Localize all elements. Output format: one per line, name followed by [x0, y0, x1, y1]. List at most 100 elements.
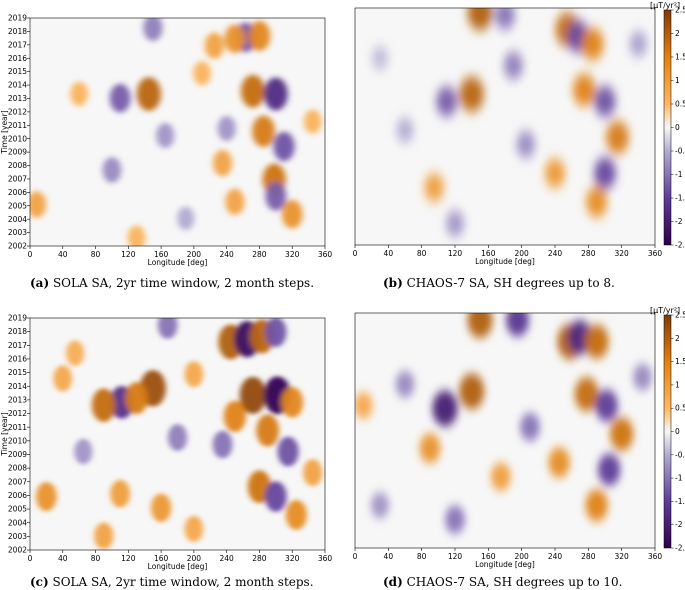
heatmap-blob	[609, 417, 634, 451]
colorbar-tick-label: 1.5	[675, 357, 685, 366]
colorbar-tick-label: 1.5	[675, 53, 685, 62]
heatmap-blob	[151, 493, 172, 523]
y-tick-label: 2004	[8, 518, 27, 527]
colorbar-tick-label: -2.5	[675, 544, 685, 553]
y-tick-label: 2014	[8, 81, 27, 90]
heatmap-blob	[94, 522, 114, 550]
y-tick-label: 2012	[8, 409, 27, 418]
caption-c: (c) SOLA SA, 2yr time window, 2 month st…	[30, 575, 314, 589]
x-tick-label: 80	[417, 249, 427, 258]
heatmap-blob	[605, 120, 630, 154]
plot-frame-a	[29, 17, 326, 247]
x-tick-label: 40	[384, 249, 394, 258]
heatmap-blob	[303, 459, 323, 487]
colorbar-tick-label: -1	[675, 474, 683, 483]
y-tick-label: 2003	[8, 228, 27, 237]
heatmap-blob	[629, 31, 648, 57]
heatmap-blob	[30, 191, 47, 218]
heatmap-blob	[574, 377, 599, 412]
heatmap-blob	[109, 83, 131, 113]
heatmap-blob	[585, 489, 608, 522]
heatmap-blob	[467, 8, 493, 31]
heatmap-blob	[277, 436, 299, 467]
heatmap-blob	[265, 181, 287, 211]
y-tick-label: 2005	[8, 201, 27, 210]
heatmap-blob	[495, 8, 515, 30]
x-tick-label: 0	[353, 249, 358, 258]
heatmap-blob	[285, 499, 307, 530]
colorbar-tick-label: 2.5	[675, 311, 685, 320]
heatmap-blob	[263, 77, 288, 111]
heatmap-blob	[281, 199, 303, 229]
heatmap-blob	[490, 462, 511, 491]
y-tick-label: 2002	[8, 546, 27, 555]
x-tick-label: 280	[252, 554, 267, 563]
heatmap-blob	[459, 373, 485, 410]
y-tick-label: 2013	[8, 395, 27, 404]
colorbar-unit-label: [μT/yr²]	[650, 306, 680, 315]
heatmap-blob	[303, 109, 322, 134]
x-tick-label: 320	[615, 249, 630, 258]
heatmap-blob	[548, 447, 570, 478]
heatmap-blob	[70, 81, 88, 107]
heatmap-blob	[66, 340, 85, 366]
x-tick-label: 40	[384, 552, 394, 561]
x-tick-label: 160	[154, 554, 169, 563]
y-tick-label: 2015	[8, 368, 27, 377]
heatmap-blob	[633, 363, 652, 391]
x-tick-label: 200	[515, 552, 530, 561]
heatmap-blob	[424, 173, 445, 202]
heatmap-blob	[581, 27, 604, 60]
heatmap-blob	[597, 453, 621, 486]
colorbar-tick-label: -1.5	[675, 497, 685, 506]
heatmap-blob	[91, 388, 116, 422]
y-tick-label: 2014	[8, 382, 27, 391]
heatmap-blob	[505, 313, 530, 337]
colorbar-tick-label: 2.5	[675, 6, 685, 15]
y-tick-label: 2004	[8, 215, 27, 224]
heatmap-blob	[241, 74, 265, 108]
x-tick-label: 160	[481, 249, 496, 258]
heatmap-blob	[445, 505, 465, 534]
colorbar-b	[663, 9, 672, 246]
y-tick-label: 2016	[8, 54, 27, 63]
colorbar-tick-label: 0	[675, 427, 680, 436]
x-axis-label: Longitude [deg]	[148, 258, 208, 267]
plot-background-a	[30, 18, 325, 246]
x-axis-label: Longitude [deg]	[148, 562, 208, 571]
plot-frame-c	[29, 317, 326, 551]
x-tick-label: 80	[417, 552, 427, 561]
y-tick-label: 2002	[8, 242, 27, 251]
colorbar-tick-label: 2	[675, 29, 680, 38]
colorbar-tick-label: 0.5	[675, 100, 685, 109]
y-tick-label: 2019	[8, 14, 27, 23]
colorbar-tick-label: 0.5	[675, 404, 685, 413]
heatmap-blob	[445, 210, 465, 237]
heatmap-blob	[36, 481, 57, 512]
x-tick-label: 0	[28, 250, 33, 259]
heatmap-blob	[252, 115, 275, 148]
y-tick-label: 2017	[8, 341, 27, 350]
x-tick-label: 240	[548, 552, 563, 561]
heatmap-blob	[136, 77, 161, 111]
colorbar-tick-label: -1	[675, 170, 683, 179]
heatmap-blob	[225, 188, 245, 216]
caption-d: (d) CHAOS-7 SA, SH degrees up to 10.	[383, 575, 622, 589]
colorbar-tick-label: 1	[675, 380, 680, 389]
heatmap-blob	[248, 20, 271, 52]
y-tick-label: 2006	[8, 188, 27, 197]
x-tick-label: 280	[252, 250, 267, 259]
plot-frame-b	[354, 7, 656, 246]
y-tick-label: 2018	[8, 327, 27, 336]
heatmap-blob	[459, 76, 485, 112]
heatmap-blob	[184, 361, 204, 388]
x-tick-label: 320	[615, 552, 630, 561]
y-axis-label: Time [year]	[0, 110, 9, 154]
heatmap-blob	[396, 117, 414, 143]
heatmap-blob	[110, 479, 130, 508]
heatmap-blob	[213, 149, 233, 177]
x-tick-label: 320	[285, 250, 300, 259]
y-tick-label: 2015	[8, 67, 27, 76]
y-tick-label: 2011	[8, 121, 27, 130]
heatmap-blob	[355, 392, 373, 419]
